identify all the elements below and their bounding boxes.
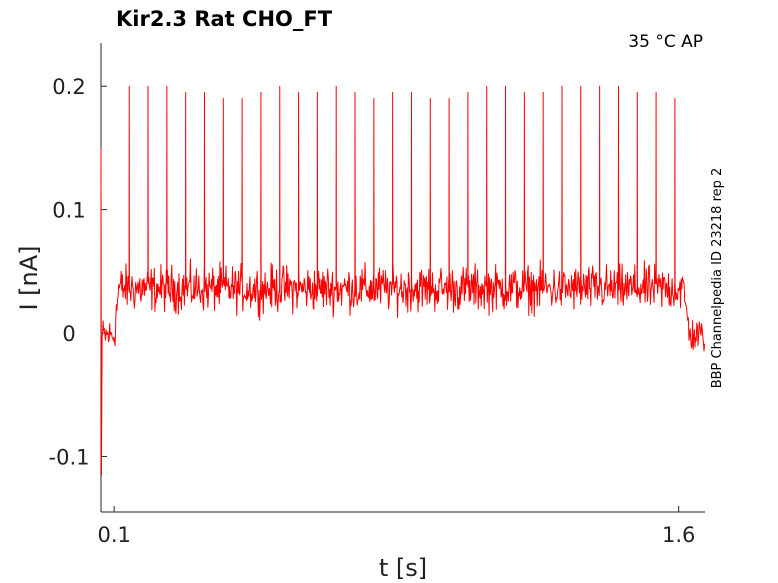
current-trace-line xyxy=(100,85,706,476)
side-label: BBP Channelpedia ID 23218 rep 2 xyxy=(710,168,725,389)
x-tick-label: 0.1 xyxy=(97,523,130,547)
x-tick-labels: 0.1 1.6 xyxy=(97,523,695,547)
condition-annotation: 35 °C AP xyxy=(628,32,703,52)
x-tick-label: 1.6 xyxy=(662,523,695,547)
x-axis-label: t [s] xyxy=(379,554,427,582)
axis-ticks xyxy=(101,85,680,512)
y-tick-label: 0 xyxy=(62,322,75,346)
y-axis-label: I [nA] xyxy=(15,245,43,310)
y-tick-label: -0.1 xyxy=(49,445,90,469)
y-tick-label: 0.2 xyxy=(52,75,85,99)
chart-title: Kir2.3 Rat CHO_FT xyxy=(116,7,333,31)
y-tick-label: 0.1 xyxy=(52,199,85,223)
plot-area xyxy=(100,85,706,476)
y-tick-labels: -0.1 0 0.1 0.2 xyxy=(49,75,90,469)
